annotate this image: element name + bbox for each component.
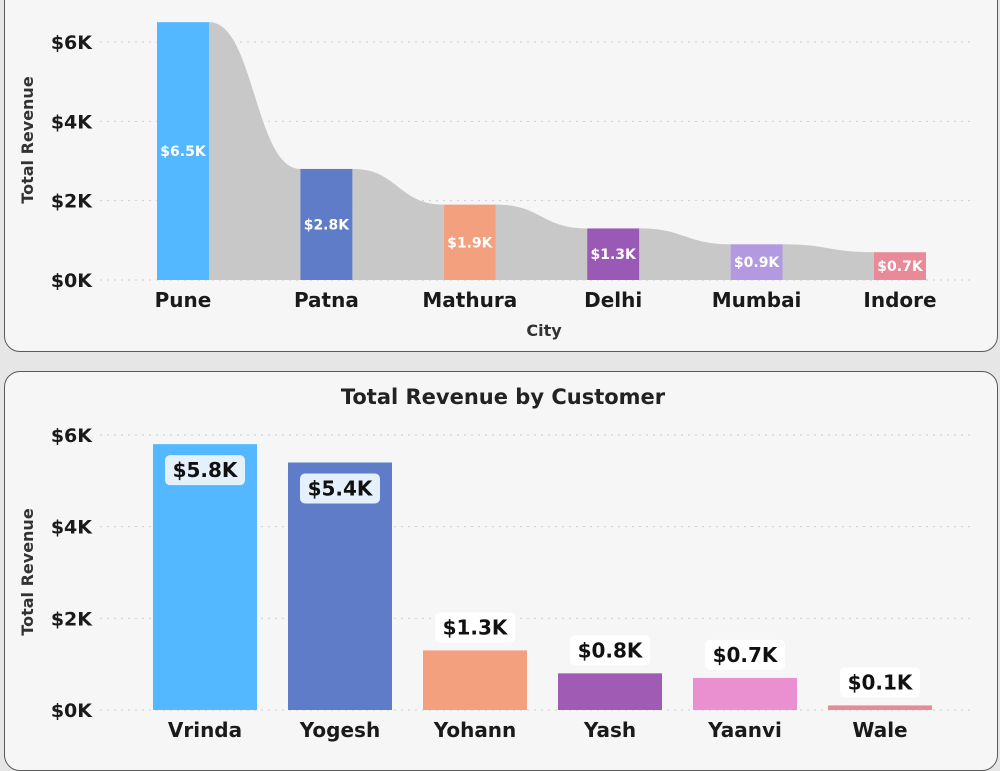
bottom-y-axis-title: Total Revenue [18, 508, 37, 636]
bottom-bar-yaanvi[interactable] [693, 677, 797, 710]
top-x-axis-title: City [526, 321, 562, 340]
top-y-tick-label: $2K [51, 191, 93, 213]
bottom-bar-yogesh[interactable] [288, 462, 392, 711]
top-bar-indore[interactable] [874, 252, 926, 280]
bottom-data-label-background [705, 639, 785, 670]
bottom-data-label: $0.8K [578, 638, 644, 662]
bottom-data-label: $1.3K [443, 615, 509, 639]
bottom-category-label: Wale [852, 718, 907, 742]
bottom-bar-yash[interactable] [558, 673, 662, 710]
top-data-label: $6.5K [160, 144, 207, 160]
bottom-data-label: $5.4K [308, 477, 374, 501]
bottom-category-label: Yogesh [299, 718, 380, 742]
top-y-tick-label: $4K [51, 111, 93, 133]
bottom-data-label-background [840, 667, 920, 698]
bottom-chart-title: Total Revenue by Customer [341, 385, 666, 409]
bottom-data-label-background [435, 612, 515, 643]
top-ribbon [495, 204, 588, 280]
bottom-y-tick-label: $0K [51, 700, 93, 722]
bottom-bar-wale[interactable] [828, 705, 932, 710]
top-bar-pune[interactable] [157, 22, 209, 281]
top-data-label: $2.8K [304, 217, 351, 233]
top-category-label: Delhi [584, 288, 642, 312]
top-ribbon [209, 22, 301, 281]
bottom-y-tick-label: $2K [51, 608, 93, 630]
top-ribbon [352, 168, 444, 280]
bottom-bar-vrinda[interactable] [153, 444, 257, 710]
top-data-label: $0.7K [877, 259, 924, 275]
top-y-tick-label: $0K [51, 270, 93, 292]
top-bar-mumbai[interactable] [730, 244, 783, 280]
bottom-data-label: $5.8K [173, 458, 239, 482]
top-category-label: Mathura [422, 288, 517, 312]
top-category-label: Indore [863, 288, 936, 312]
bottom-category-label: Yaanvi [707, 718, 782, 742]
bottom-data-label: $0.7K [713, 643, 779, 667]
top-category-label: Patna [294, 288, 359, 312]
bottom-data-label-background [570, 635, 650, 666]
bottom-data-label: $0.1K [848, 670, 914, 694]
top-data-label: $1.3K [591, 247, 638, 263]
top-category-label: Pune [155, 288, 212, 312]
top-bar-delhi[interactable] [587, 228, 640, 280]
bottom-y-tick-label: $4K [51, 517, 93, 539]
bottom-data-label-background [165, 455, 245, 486]
top-bar-patna[interactable] [300, 168, 353, 280]
top-data-label: $1.9K [447, 235, 494, 251]
bottom-category-label: Vrinda [168, 718, 242, 742]
bottom-y-tick-label: $6K [51, 425, 93, 447]
bottom-data-label-background [300, 473, 380, 504]
top-category-label: Mumbai [712, 288, 802, 312]
top-data-label: $0.9K [734, 255, 781, 271]
top-y-axis-title: Total Revenue [18, 76, 37, 204]
charts-canvas: Total Revenue City Total Revenue by Cust… [18, 22, 975, 742]
bottom-category-label: Yohann [433, 718, 517, 742]
bottom-bar-yohann[interactable] [423, 650, 527, 710]
top-ribbon [782, 244, 874, 280]
top-y-tick-label: $6K [51, 32, 93, 54]
top-ribbon [639, 228, 731, 280]
top-bar-mathura[interactable] [443, 204, 496, 280]
bottom-category-label: Yash [583, 718, 636, 742]
